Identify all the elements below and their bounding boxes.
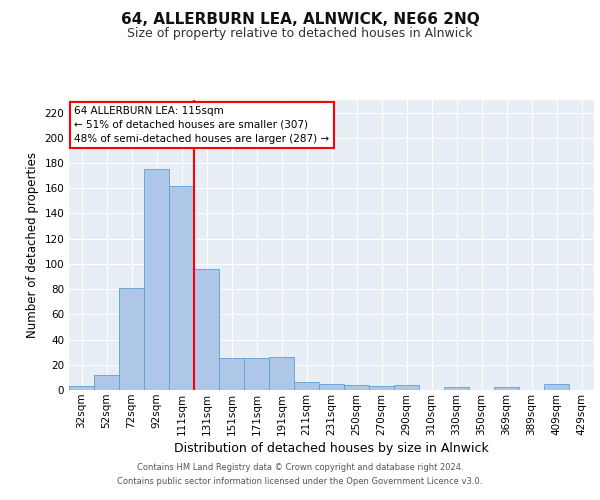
Text: 64 ALLERBURN LEA: 115sqm
← 51% of detached houses are smaller (307)
48% of semi-: 64 ALLERBURN LEA: 115sqm ← 51% of detach… [74, 106, 329, 144]
Text: 64, ALLERBURN LEA, ALNWICK, NE66 2NQ: 64, ALLERBURN LEA, ALNWICK, NE66 2NQ [121, 12, 479, 28]
Bar [169, 186, 194, 390]
Bar [194, 269, 219, 390]
Bar [69, 386, 94, 390]
Text: Contains HM Land Registry data © Crown copyright and database right 2024.: Contains HM Land Registry data © Crown c… [137, 464, 463, 472]
Bar [119, 288, 144, 390]
Bar [219, 358, 244, 390]
Bar [444, 388, 469, 390]
Bar [144, 170, 169, 390]
Text: Contains public sector information licensed under the Open Government Licence v3: Contains public sector information licen… [118, 477, 482, 486]
X-axis label: Distribution of detached houses by size in Alnwick: Distribution of detached houses by size … [174, 442, 489, 455]
Bar [94, 375, 119, 390]
Bar [319, 384, 344, 390]
Y-axis label: Number of detached properties: Number of detached properties [26, 152, 39, 338]
Bar [244, 358, 269, 390]
Bar [269, 357, 294, 390]
Bar [394, 385, 419, 390]
Bar [294, 382, 319, 390]
Bar [494, 388, 519, 390]
Text: Size of property relative to detached houses in Alnwick: Size of property relative to detached ho… [127, 28, 473, 40]
Bar [344, 385, 369, 390]
Bar [544, 384, 569, 390]
Bar [369, 386, 394, 390]
